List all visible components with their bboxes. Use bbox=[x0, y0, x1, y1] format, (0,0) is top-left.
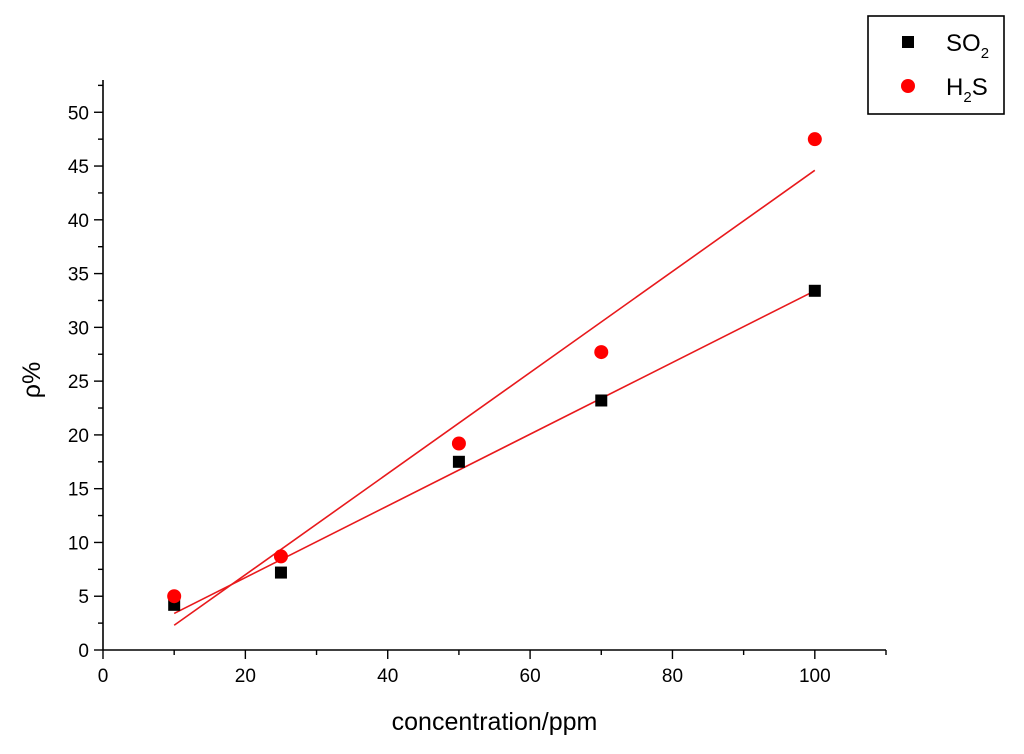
point-so2 bbox=[274, 566, 287, 579]
data-points bbox=[167, 132, 822, 611]
fit-lines bbox=[173, 169, 816, 626]
point-so2 bbox=[595, 394, 608, 407]
y-tick-label: 30 bbox=[68, 318, 89, 339]
x-tick-label: 40 bbox=[377, 666, 398, 687]
y-tick-label: 10 bbox=[68, 533, 89, 554]
y-tick-label: 15 bbox=[68, 480, 89, 501]
legend-label-h2s: H2S bbox=[946, 74, 988, 106]
y-tick-label: 50 bbox=[68, 103, 89, 124]
x-tick-label: 100 bbox=[799, 666, 831, 687]
axes: 0 20 40 60 80 100 0 5 10 15 20 25 30 35 40 45 50 bbox=[68, 80, 887, 687]
x-axis-label: concentration/ppm bbox=[392, 708, 598, 736]
y-axis-label: ρ% bbox=[18, 362, 46, 398]
y-tick-label: 0 bbox=[78, 641, 89, 662]
legend-marker-so2 bbox=[902, 36, 914, 48]
y-tick-label: 25 bbox=[68, 372, 89, 393]
legend-box bbox=[867, 15, 1005, 115]
x-tick-label: 80 bbox=[662, 666, 683, 687]
fit-line-so2 bbox=[173, 290, 816, 615]
y-tick-label: 40 bbox=[68, 211, 89, 232]
legend-label-so2: SO2 bbox=[946, 30, 989, 62]
point-h2s bbox=[594, 345, 609, 360]
y-tick-label: 20 bbox=[68, 426, 89, 447]
point-h2s bbox=[451, 436, 466, 451]
y-tick-label: 5 bbox=[78, 587, 89, 608]
point-so2 bbox=[808, 284, 821, 297]
x-tick-label: 60 bbox=[520, 666, 541, 687]
x-tick-label: 0 bbox=[98, 666, 109, 687]
y-tick-label: 35 bbox=[68, 265, 89, 286]
legend-marker-h2s bbox=[901, 79, 915, 93]
point-h2s bbox=[807, 132, 822, 147]
point-so2 bbox=[452, 455, 465, 468]
point-h2s bbox=[273, 549, 288, 564]
y-tick-label: 45 bbox=[68, 157, 89, 178]
fit-line-h2s bbox=[173, 169, 816, 626]
x-tick-label: 20 bbox=[235, 666, 256, 687]
point-h2s bbox=[167, 589, 182, 604]
